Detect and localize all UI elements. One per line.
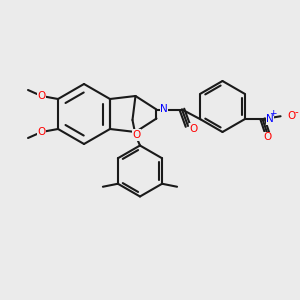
- Text: O: O: [38, 91, 46, 101]
- Text: O: O: [263, 132, 272, 142]
- Text: +: +: [269, 110, 277, 118]
- Text: O: O: [132, 130, 140, 140]
- Text: N: N: [266, 114, 274, 124]
- Text: O: O: [287, 111, 296, 121]
- Text: O: O: [190, 124, 198, 134]
- Text: -: -: [294, 107, 298, 117]
- Text: O: O: [38, 127, 46, 137]
- Text: N: N: [160, 104, 168, 115]
